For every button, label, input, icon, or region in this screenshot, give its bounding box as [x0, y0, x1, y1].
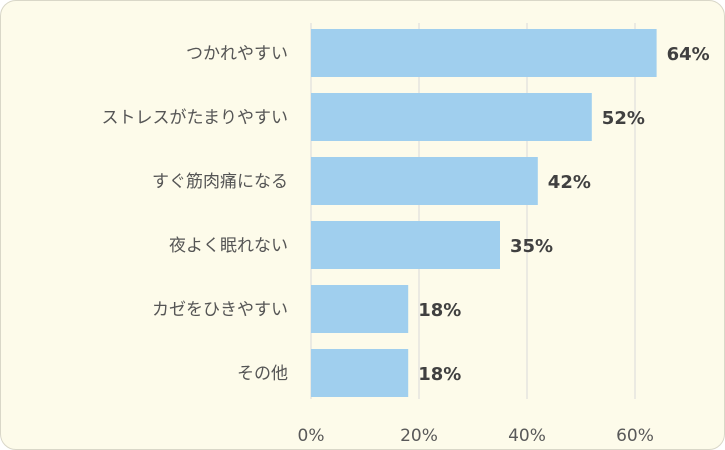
x-tick-label: 20%: [400, 426, 438, 446]
bar: [311, 221, 500, 269]
category-labels: つかれやすいストレスがたまりやすいすぐ筋肉痛になる夜よく眠れないカゼをひきやすい…: [102, 44, 289, 384]
bar: [311, 285, 409, 333]
data-label: 64%: [667, 44, 710, 65]
category-label: カゼをひきやすい: [152, 300, 288, 320]
category-label: つかれやすい: [186, 44, 288, 64]
data-label: 42%: [548, 172, 591, 193]
bar: [311, 157, 538, 205]
bar: [311, 29, 657, 77]
x-tick-label: 0%: [298, 426, 325, 446]
gridlines: [310, 23, 636, 399]
x-tick-labels: 0% 20% 40% 60%: [298, 426, 654, 446]
category-label: すぐ筋肉痛になる: [152, 172, 288, 192]
data-labels: 64% 52% 42% 35% 18% 18%: [418, 44, 709, 385]
data-label: 35%: [510, 236, 553, 257]
x-tick-label: 60%: [616, 426, 654, 446]
bars: [311, 29, 657, 397]
x-tick-label: 40%: [508, 426, 546, 446]
bar: [311, 349, 409, 397]
category-label: その他: [237, 364, 288, 384]
bar: [311, 93, 592, 141]
category-label: 夜よく眠れない: [169, 236, 288, 256]
data-label: 18%: [418, 364, 461, 385]
data-label: 18%: [418, 300, 461, 321]
category-label: ストレスがたまりやすい: [102, 108, 289, 128]
data-label: 52%: [602, 108, 645, 129]
